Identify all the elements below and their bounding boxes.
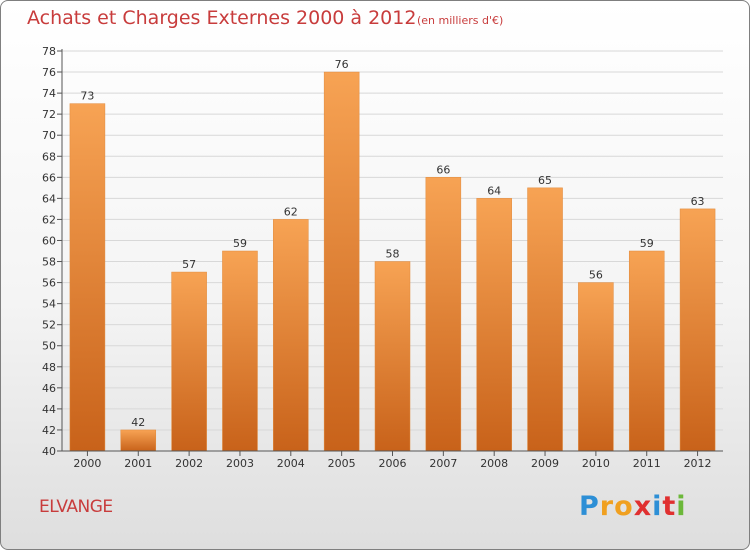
chart-unit: (en milliers d'€) bbox=[417, 14, 504, 27]
bar-2006 bbox=[374, 261, 411, 452]
bar-2011 bbox=[628, 250, 665, 452]
x-tick-label-2007: 2007 bbox=[429, 457, 457, 470]
logo-letter: r bbox=[599, 491, 615, 522]
bar-2010 bbox=[578, 282, 614, 452]
bar-2002 bbox=[171, 271, 207, 452]
value-label-2005: 76 bbox=[335, 58, 349, 71]
value-label-2010: 56 bbox=[589, 269, 603, 282]
x-tick-label-2012: 2012 bbox=[684, 457, 712, 470]
y-tick-label: 44 bbox=[42, 403, 56, 416]
chart-title: Achats et Charges Externes 2000 à 2012 bbox=[27, 7, 417, 29]
y-tick-label: 64 bbox=[42, 192, 56, 205]
y-tick-label: 56 bbox=[42, 277, 56, 290]
y-tick-label: 76 bbox=[42, 66, 56, 79]
x-tick-label-2002: 2002 bbox=[175, 457, 203, 470]
logo-letter: o bbox=[614, 491, 634, 522]
y-tick-label: 68 bbox=[42, 150, 56, 163]
y-tick-label: 48 bbox=[42, 361, 56, 374]
value-label-2012: 63 bbox=[691, 195, 705, 208]
x-tick-label-2004: 2004 bbox=[277, 457, 305, 470]
x-tick-label-2005: 2005 bbox=[328, 457, 356, 470]
value-label-2007: 66 bbox=[436, 163, 450, 176]
logo-letter: i bbox=[676, 491, 687, 522]
x-tick-label-2001: 2001 bbox=[124, 457, 152, 470]
bars: 73 42 57 59 62 76 58 66 64 65 56 59 63 bbox=[69, 58, 716, 452]
y-tick-label: 58 bbox=[42, 256, 56, 269]
y-tick-label: 42 bbox=[42, 424, 56, 437]
value-label-2002: 57 bbox=[182, 258, 196, 271]
logo-letter: P bbox=[579, 491, 600, 522]
bar-2009 bbox=[527, 187, 563, 452]
y-tick-label: 54 bbox=[42, 298, 56, 311]
x-tick-label-2000: 2000 bbox=[73, 457, 101, 470]
axes: 40 42 44 46 48 50 52 54 56 58 60 62 64 66 68 70 72 74 76 78… bbox=[42, 45, 723, 470]
y-tick-label: 72 bbox=[42, 108, 56, 121]
y-tick-label: 66 bbox=[42, 171, 56, 184]
bar-2004 bbox=[273, 219, 309, 452]
logo-letter: i bbox=[652, 491, 663, 522]
value-label-2003: 59 bbox=[233, 237, 247, 250]
logo-letter: t bbox=[662, 491, 677, 522]
value-label-2001: 42 bbox=[131, 416, 145, 429]
y-tick-label: 70 bbox=[42, 129, 56, 142]
proxiti-logo[interactable]: Proxiti bbox=[579, 491, 687, 522]
x-tick-label-2010: 2010 bbox=[582, 457, 610, 470]
logo-letter: x bbox=[633, 491, 653, 522]
x-tick-label-2009: 2009 bbox=[531, 457, 559, 470]
value-label-2009: 65 bbox=[538, 174, 552, 187]
y-tick-label: 60 bbox=[42, 234, 56, 247]
x-tick-label-2003: 2003 bbox=[226, 457, 254, 470]
bar-2005 bbox=[323, 71, 360, 452]
x-tick-label-2011: 2011 bbox=[633, 457, 661, 470]
bar-2001 bbox=[120, 429, 157, 452]
x-tick-label-2006: 2006 bbox=[379, 457, 407, 470]
bar-2003 bbox=[222, 250, 258, 452]
bar-2000 bbox=[69, 103, 106, 452]
bar-2012 bbox=[679, 208, 716, 452]
y-tick-label: 52 bbox=[42, 319, 56, 332]
bar-2007 bbox=[425, 177, 462, 452]
value-label-2006: 58 bbox=[386, 248, 400, 261]
y-tick-label: 62 bbox=[42, 213, 56, 226]
y-tick-label: 78 bbox=[42, 45, 56, 58]
y-tick-label: 46 bbox=[42, 382, 56, 395]
bar-2008 bbox=[476, 198, 512, 452]
y-tick-label: 74 bbox=[42, 87, 56, 100]
value-label-2008: 64 bbox=[487, 184, 501, 197]
value-label-2000: 73 bbox=[80, 90, 94, 103]
x-tick-label-2008: 2008 bbox=[480, 457, 508, 470]
value-label-2004: 62 bbox=[284, 205, 298, 218]
y-tick-label: 50 bbox=[42, 340, 56, 353]
value-label-2011: 59 bbox=[640, 237, 654, 250]
commune-name: ELVANGE bbox=[39, 497, 113, 517]
y-tick-label: 40 bbox=[42, 445, 56, 458]
